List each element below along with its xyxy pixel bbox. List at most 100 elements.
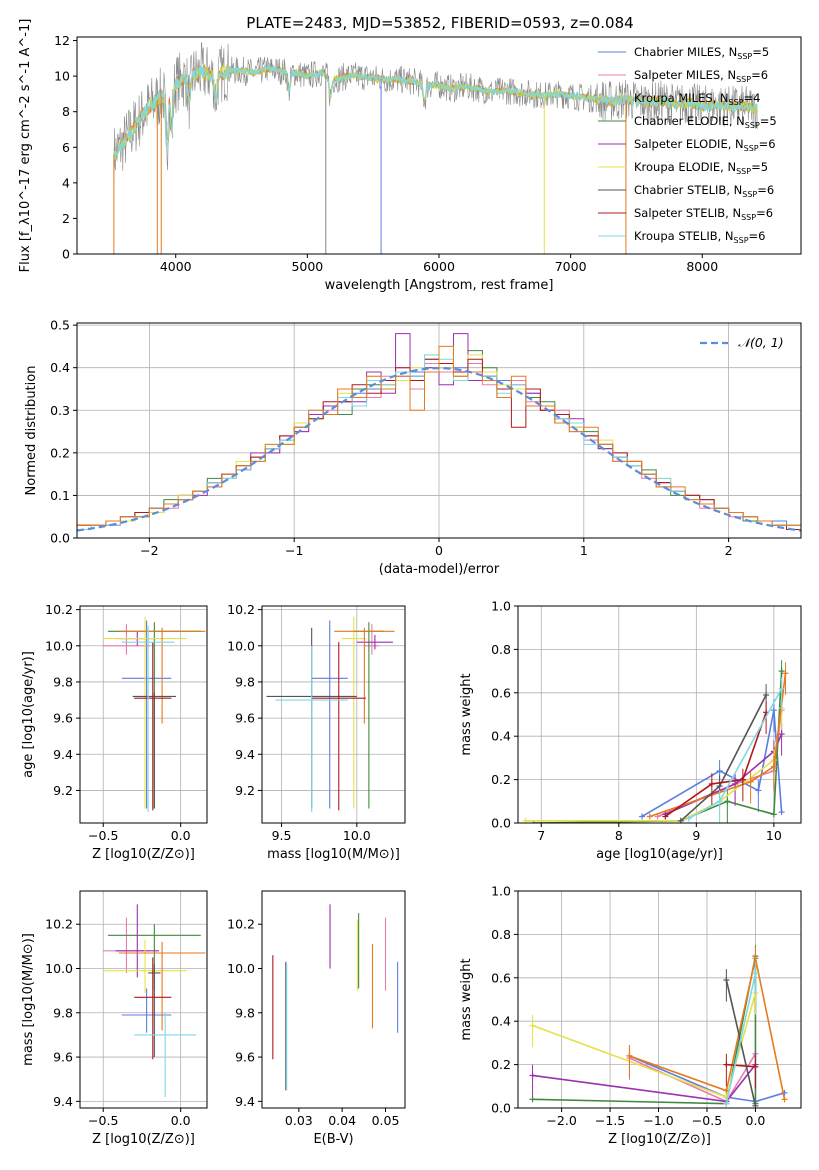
spectrum-model-line [113, 64, 758, 161]
axes-frame [79, 605, 208, 824]
x-tick-label: 0 [435, 543, 443, 558]
y-tick-label: 9.8 [53, 674, 73, 689]
x-tick-label: 9 [692, 828, 700, 843]
gaussian-curve [77, 367, 801, 532]
weight-marker [752, 1055, 759, 1089]
weight-line [664, 712, 767, 818]
legend-entry: Salpeter MILES, NSSP=6 [634, 68, 768, 84]
y-tick-label: 1.0 [491, 599, 511, 614]
y-tick-label: 9.8 [235, 674, 255, 689]
panel-spectrum: 4000 5000 6000 7000 8000 0 2 4 6 8 10 12 wavelength … [18, 19, 802, 293]
panel-residuals: −2 −1 0 1 2 0.0 0.1 0.2 0.3 0.4 0.5 (data-model)/er… [24, 318, 802, 577]
y-tick-label: 10.2 [45, 917, 73, 932]
weight-marker [529, 1064, 536, 1098]
errorbar-point [134, 1012, 197, 1097]
y-tick-label: 1.0 [491, 884, 511, 899]
y-tick-label: 0.0 [491, 1101, 511, 1116]
x-tick-label: 9.5 [272, 828, 292, 843]
y-tick-label: 0.0 [50, 531, 70, 546]
errorbar-point [121, 625, 175, 813]
legend-entry: Salpeter STELIB, NSSP=6 [634, 206, 773, 222]
y-tick-label: 9.6 [53, 1050, 73, 1065]
y-tick-label: 9.4 [53, 747, 73, 762]
errorbar-point [118, 627, 206, 724]
errorbar-point [134, 642, 172, 811]
x-tick-label: 2 [725, 543, 733, 558]
y-axis-label: age [log10(age/yr)] [21, 651, 36, 778]
y-tick-label: 6 [62, 140, 70, 155]
weight-marker [716, 790, 723, 823]
plot-area-residuals [77, 333, 801, 538]
errorbar-point [341, 616, 366, 809]
plot-area-age-vs-z [103, 616, 206, 813]
x-tick-label: −0.5 [88, 1113, 118, 1128]
weight-line [525, 707, 783, 822]
x-tick-label: −0.5 [88, 828, 118, 843]
weight-marker [639, 813, 646, 820]
errorbar-point [103, 939, 187, 993]
y-tick-label: 0.6 [491, 685, 511, 700]
errorbar-point [334, 627, 395, 724]
y-tick-label: 0.2 [491, 772, 511, 787]
x-tick-label: 0.05 [372, 1113, 400, 1128]
errorbar-point [275, 645, 348, 813]
axes-frame [517, 605, 802, 824]
x-tick-label: 8000 [686, 259, 718, 274]
x-tick-label: 0.0 [171, 1113, 191, 1128]
x-tick-label: −2.0 [546, 1113, 576, 1128]
y-tick-label: 0.2 [491, 1057, 511, 1072]
y-tick-label: 9.6 [235, 1050, 255, 1065]
y-tick-label: 0.0 [491, 816, 511, 831]
x-tick-label: 8 [615, 828, 623, 843]
y-tick-label: 10 [54, 69, 70, 84]
legend-entry: 𝒩(0, 1) [738, 335, 784, 350]
y-tick-label: 9.2 [235, 783, 255, 798]
weight-line [533, 671, 783, 823]
x-tick-label: −0.5 [692, 1113, 722, 1128]
weight-marker [662, 813, 669, 820]
errorbar-point [148, 964, 161, 1058]
x-tick-label: 0.0 [171, 828, 191, 843]
y-tick-label: 10.0 [45, 961, 73, 976]
errorbar-point [115, 904, 159, 978]
panel-weight-vs-age: 7 8 9 10 0.0 0.2 0.4 0.6 0.8 1.0 age [log10(age/yr… [459, 599, 802, 862]
errorbar-point [118, 941, 206, 1031]
y-tick-label: 0.5 [50, 318, 70, 333]
axes-frame [261, 890, 406, 1109]
weight-line [649, 673, 787, 818]
x-axis-label: wavelength [Angstrom, rest frame] [325, 278, 554, 293]
weight-marker [778, 809, 785, 816]
x-axis-label: Z [log10(Z/Z⊙)] [92, 847, 195, 862]
weight-marker [770, 811, 777, 818]
weight-line [532, 992, 757, 1099]
y-tick-label: 10.2 [227, 602, 255, 617]
x-tick-label: 7 [537, 828, 545, 843]
weight-marker [723, 1100, 730, 1107]
y-tick-label: 0.8 [491, 642, 511, 657]
weight-marker [723, 1087, 730, 1094]
errorbar-point [103, 624, 150, 655]
y-tick-label: 0.3 [50, 403, 70, 418]
plot-area-weight-vs-age [522, 660, 789, 823]
y-tick-label: 10.0 [45, 638, 73, 653]
legend-entry: Chabrier ELODIE, NSSP=5 [634, 114, 777, 130]
plot-area-age-vs-mass [266, 616, 395, 813]
weight-marker [685, 815, 692, 822]
weight-marker [747, 770, 754, 804]
y-tick-label: 9.4 [235, 747, 255, 762]
weight-marker [739, 768, 746, 802]
weight-marker [723, 969, 730, 1002]
legend-entry: Chabrier STELIB, NSSP=6 [634, 183, 774, 199]
panel-mass-vs-z: −0.5 0.0 9.4 9.6 9.8 10.0 10.2 Z [log10(Z/Z⊙)] m… [21, 890, 208, 1147]
weight-marker [626, 1045, 633, 1078]
y-tick-label: 10.0 [227, 638, 255, 653]
y-tick-label: 4 [62, 175, 70, 190]
x-tick-label: 1 [580, 543, 588, 558]
errorbar-point [364, 624, 380, 655]
x-tick-label: 5000 [291, 259, 323, 274]
y-tick-label: 10.0 [227, 961, 255, 976]
weight-marker [708, 773, 715, 806]
errorbar-point [121, 620, 172, 809]
x-tick-label: 4000 [160, 259, 192, 274]
